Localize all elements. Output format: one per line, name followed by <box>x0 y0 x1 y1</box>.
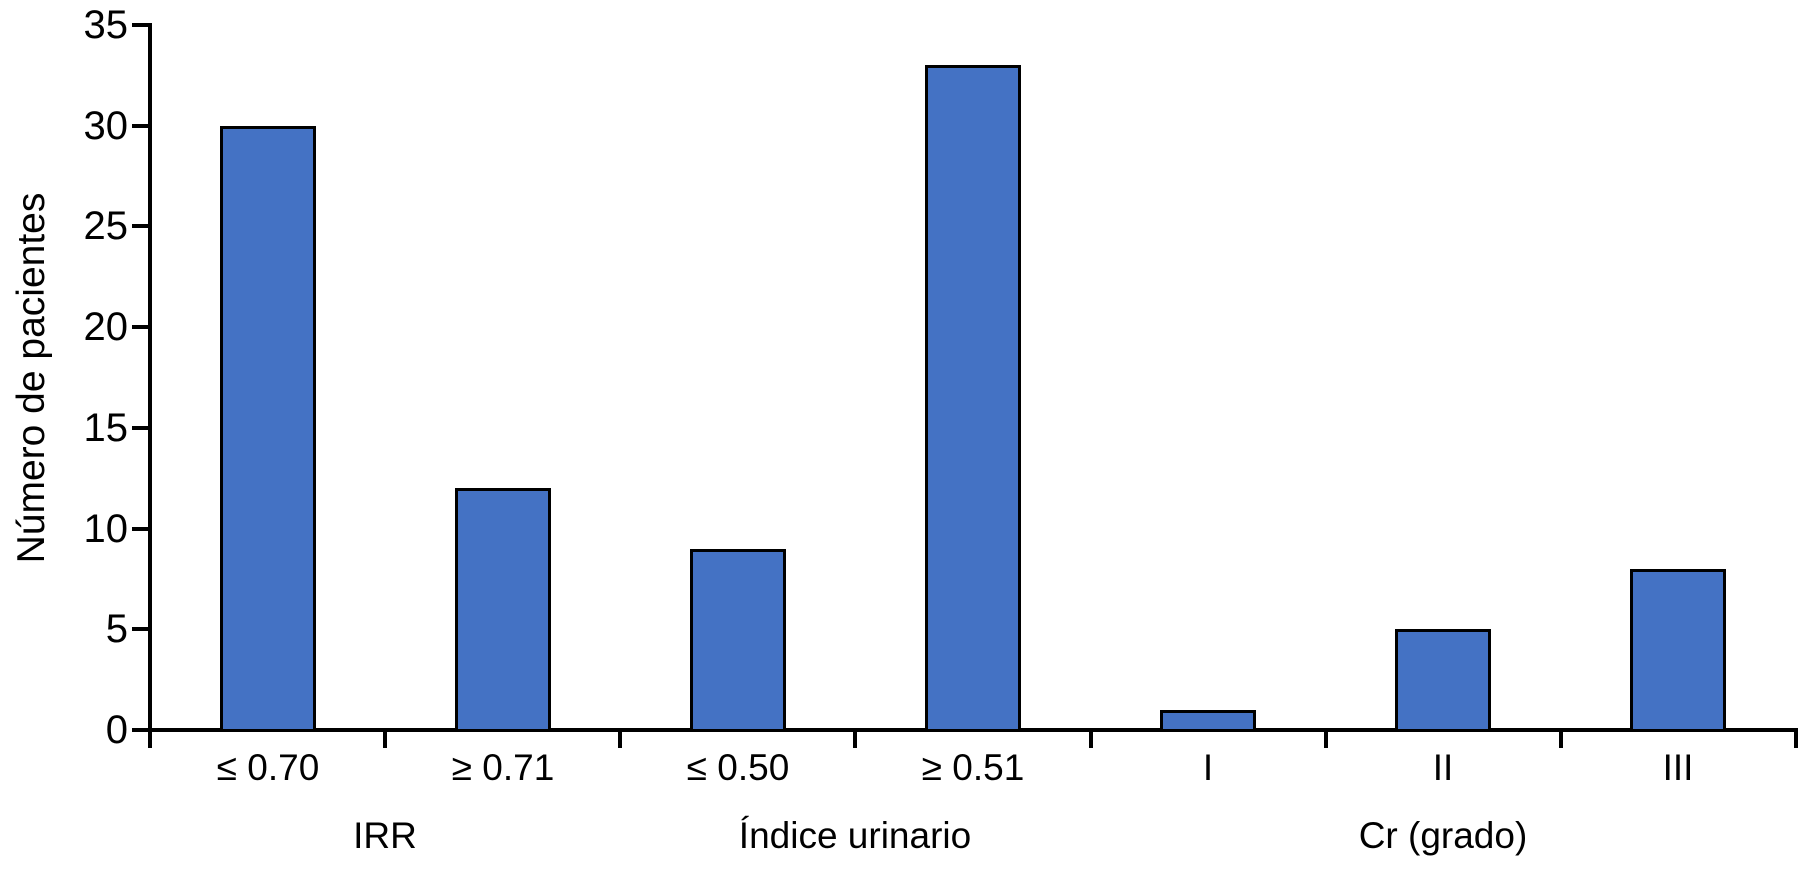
x-category-label: ≤ 0.70 <box>216 747 320 788</box>
y-tick-label: 10 <box>83 506 129 551</box>
x-tick <box>618 730 623 748</box>
x-category-label: I <box>1202 747 1214 788</box>
x-tick <box>383 730 388 748</box>
y-axis <box>148 23 152 732</box>
bar <box>455 488 551 732</box>
y-axis-title: Número de pacientes <box>10 192 53 564</box>
x-tick <box>853 730 858 748</box>
bar <box>1160 710 1256 732</box>
x-category-label: III <box>1662 747 1694 788</box>
bar <box>1395 629 1491 732</box>
y-tick <box>132 224 148 229</box>
x-category-label: ≥ 0.71 <box>451 747 555 788</box>
x-group-label: Cr (grado) <box>1358 815 1528 856</box>
x-category-label: ≥ 0.51 <box>921 747 1025 788</box>
x-category-label: ≤ 0.50 <box>686 747 790 788</box>
y-tick <box>132 425 148 430</box>
y-tick-label: 5 <box>105 607 128 652</box>
y-tick <box>132 627 148 632</box>
bar <box>925 65 1021 732</box>
x-tick <box>1323 730 1328 748</box>
bar <box>690 549 786 732</box>
y-tick-label: 25 <box>83 204 129 249</box>
y-tick-label: 0 <box>105 708 128 752</box>
x-tick <box>1794 730 1798 748</box>
x-category-label: II <box>1432 747 1454 788</box>
bar <box>220 126 316 732</box>
y-tick-label: 35 <box>83 3 129 47</box>
x-group-label: Índice urinario <box>738 815 972 856</box>
y-tick <box>132 526 148 531</box>
x-group-label: IRR <box>353 815 417 856</box>
x-tick <box>1558 730 1563 748</box>
y-tick-label: 30 <box>83 103 129 148</box>
x-tick <box>148 730 152 748</box>
bar <box>1630 569 1726 732</box>
x-tick <box>1088 730 1093 748</box>
y-tick <box>132 123 148 128</box>
y-tick-label: 15 <box>83 405 129 450</box>
y-tick <box>132 325 148 330</box>
y-tick <box>132 728 148 732</box>
y-tick-label: 20 <box>83 305 129 350</box>
y-tick <box>132 23 148 27</box>
